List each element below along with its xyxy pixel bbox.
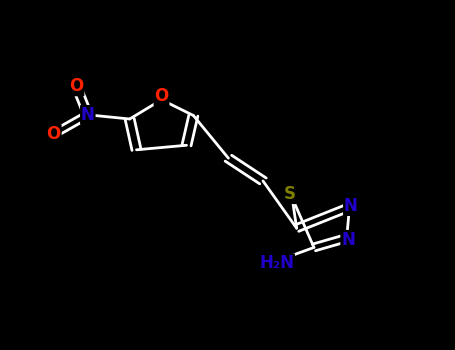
Text: N: N — [81, 106, 95, 124]
Text: S: S — [284, 185, 296, 203]
Text: O: O — [69, 77, 84, 96]
Text: O: O — [46, 125, 61, 143]
Text: N: N — [341, 231, 355, 249]
Text: N: N — [344, 197, 358, 215]
Text: H₂N: H₂N — [259, 254, 294, 272]
Text: O: O — [154, 87, 169, 105]
